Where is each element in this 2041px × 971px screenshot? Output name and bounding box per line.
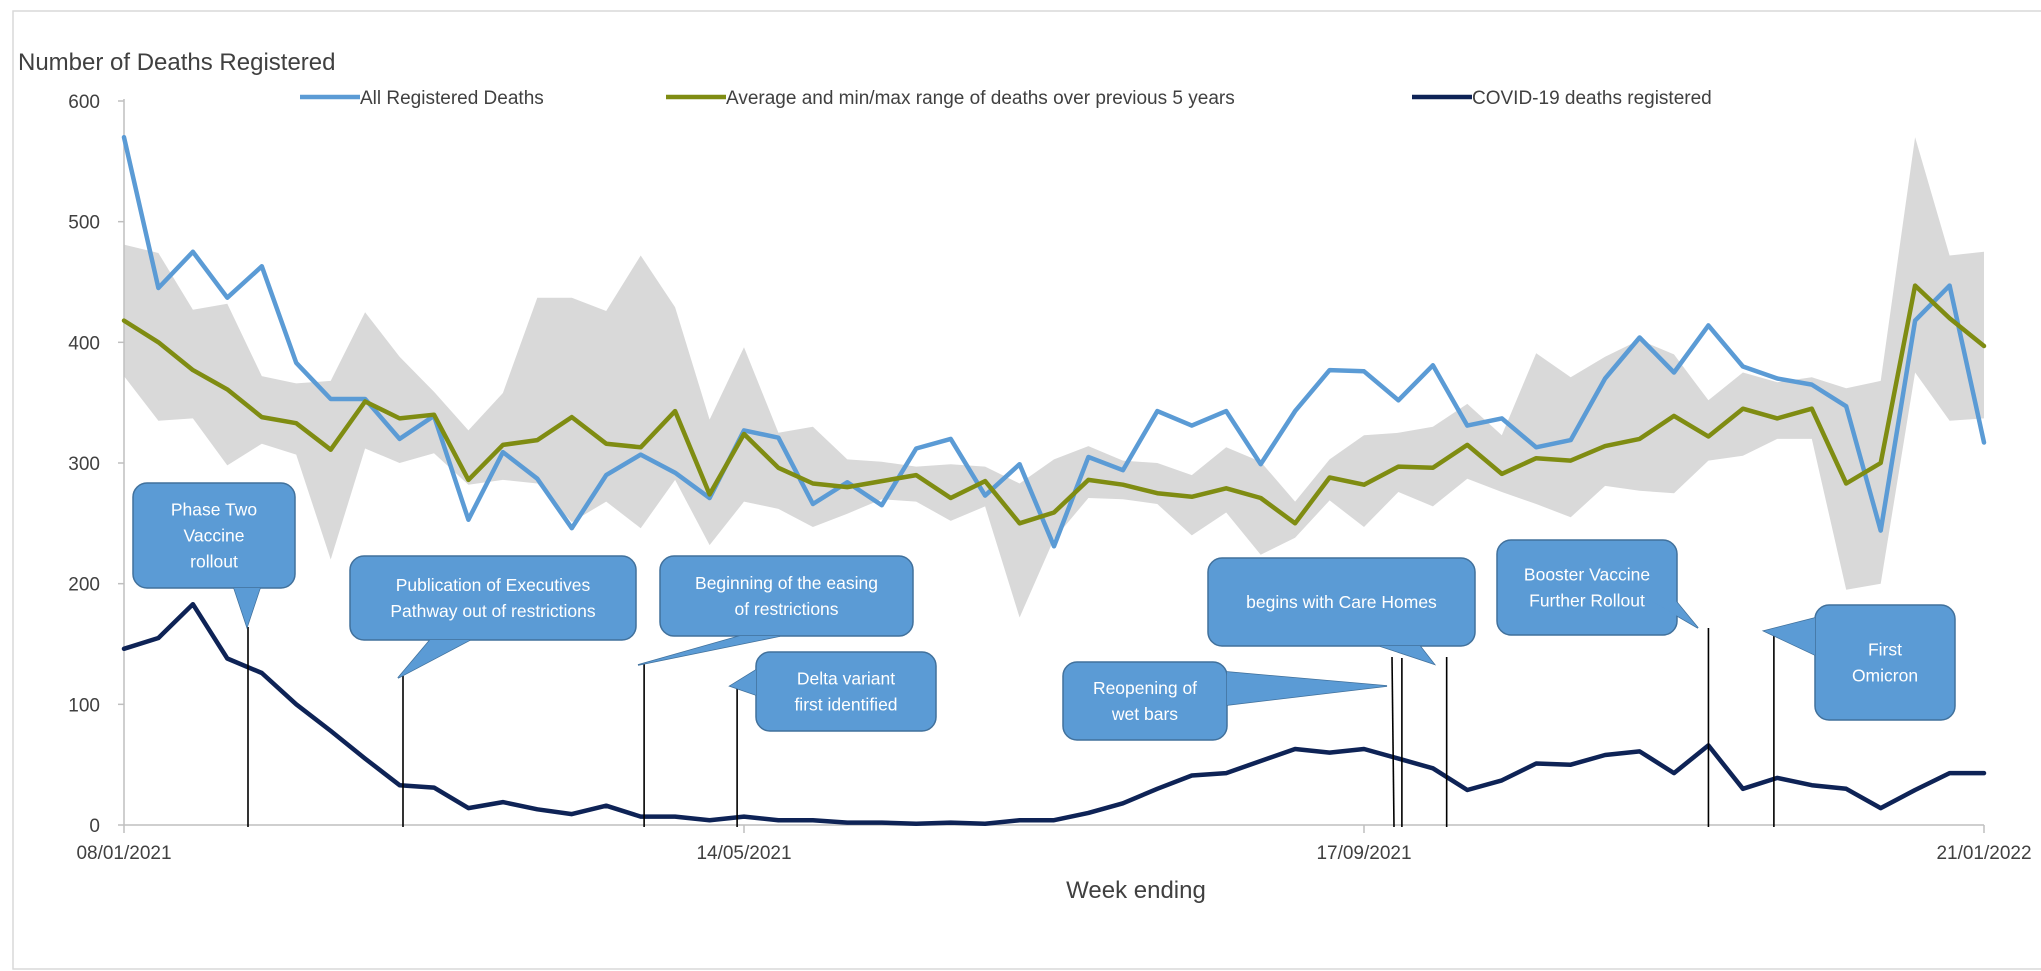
annotation-callout: First Omicron: [1761, 604, 1956, 721]
callout-pointer-fill: [234, 588, 260, 627]
callout-box: [1062, 661, 1228, 741]
callout-text: rollout: [190, 552, 238, 572]
callout-text: wet bars: [1111, 704, 1178, 724]
callout-pointer-fill: [1380, 646, 1434, 664]
callout-pointer-fill: [398, 640, 470, 678]
annotation-callout: begins with Care Homes: [1207, 557, 1476, 666]
x-axis-title: Week ending: [1066, 877, 1206, 904]
callout-box: [132, 482, 296, 589]
annotation-callout: Booster Vaccine Further Rollout: [1496, 539, 1699, 636]
legend-label: Average and min/max range of deaths over…: [726, 88, 1235, 109]
annotation-callout: Reopening of wet bars: [1062, 661, 1388, 741]
callout-box: [755, 651, 937, 732]
callout-text: first identified: [794, 695, 897, 715]
range-band-layer: [124, 137, 1984, 618]
callout-box: [659, 555, 914, 637]
callout-text: of restrictions: [734, 599, 838, 619]
callout-text: Booster Vaccine: [1524, 565, 1650, 585]
five-year-average-line: [121, 283, 1987, 526]
y-tick-label: 200: [68, 575, 100, 596]
callout-text: Publication of Executives: [396, 575, 591, 595]
callout-text: Vaccine: [184, 526, 245, 546]
series-layer: [121, 134, 1987, 827]
callout-text: Reopening of: [1093, 678, 1197, 698]
y-tick-label: 300: [68, 454, 100, 475]
y-tick-label: 100: [68, 695, 100, 716]
x-tick-label: 14/05/2021: [696, 843, 791, 864]
callout-box: [349, 555, 637, 641]
callout-text: Delta variant: [797, 669, 895, 689]
callout-text: Pathway out of restrictions: [390, 601, 595, 621]
callout-pointer-fill: [1227, 672, 1387, 705]
callout-text: Beginning of the easing: [695, 573, 878, 593]
x-tick-label: 21/01/2022: [1936, 843, 2031, 864]
annotation-callout: Delta variant first identified: [728, 651, 937, 732]
annotation-callout: Phase Two Vaccine rollout: [132, 482, 296, 630]
callout-box: [1496, 539, 1678, 636]
x-tick-label: 17/09/2021: [1316, 843, 1411, 864]
axes-layer: 0 100 200 300 400 500 600 08/01/2021 14/05/2021 1…: [68, 92, 2031, 864]
callout-box: [1207, 557, 1476, 647]
legend: All Registered Deaths Average and min/max…: [300, 88, 1712, 109]
previous-5yr-range-band: [124, 137, 1984, 618]
legend-label: COVID-19 deaths registered: [1472, 88, 1712, 109]
callouts-layer: Phase Two Vaccine rollout Publication of Ex…: [132, 482, 1956, 828]
annotation-callout: Publication of Executives Pathway out of …: [349, 555, 637, 679]
callout-pointer-fill: [730, 670, 756, 695]
callout-text: Omicron: [1852, 666, 1918, 686]
x-tick-label: 08/01/2021: [76, 843, 171, 864]
callout-text: Further Rollout: [1529, 591, 1645, 611]
covid-deaths-line: [121, 601, 1987, 827]
callout-box: [1814, 604, 1956, 721]
y-axis-title: Number of Deaths Registered: [18, 49, 335, 76]
legend-label: All Registered Deaths: [360, 88, 544, 109]
callout-pointer-fill: [1764, 618, 1815, 655]
y-tick-label: 600: [68, 92, 100, 113]
y-tick-label: 0: [89, 816, 100, 837]
callout-pointer-fill: [1650, 600, 1698, 628]
y-tick-label: 400: [68, 333, 100, 354]
annotation-callout: Beginning of the easing of restrictions: [637, 555, 914, 666]
callout-text: begins with Care Homes: [1246, 592, 1437, 612]
callout-text: First: [1868, 640, 1902, 660]
annotation-marker-line: [1391, 656, 1395, 828]
y-tick-label: 500: [68, 213, 100, 234]
callout-pointer-fill: [638, 636, 780, 665]
callout-text: Phase Two: [171, 500, 257, 520]
